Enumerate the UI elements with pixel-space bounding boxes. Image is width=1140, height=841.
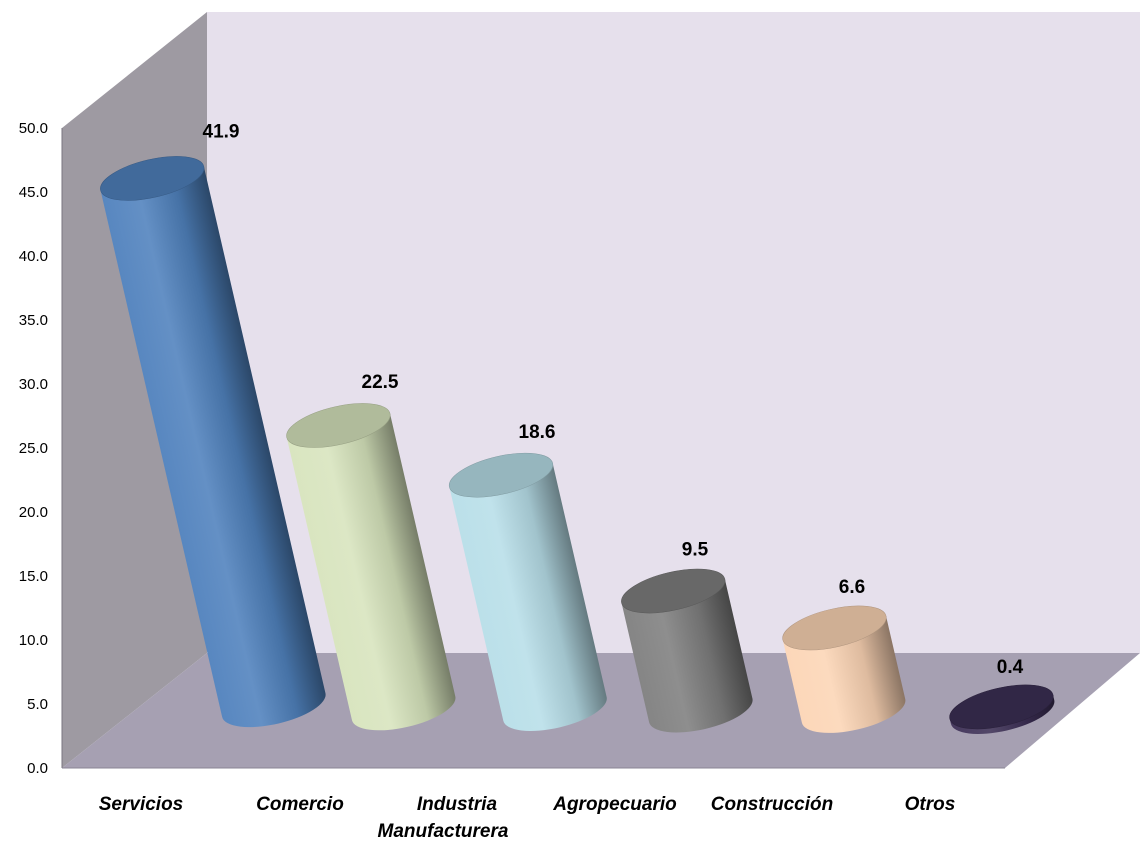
data-label: 41.9: [203, 121, 240, 142]
y-tick-label: 5.0: [27, 696, 48, 713]
y-tick-label: 50.0: [19, 120, 48, 137]
y-tick-label: 10.0: [19, 632, 48, 649]
bar-top: [286, 403, 391, 448]
x-axis: Servicios Comercio Industria Manufacturera A…: [99, 794, 956, 841]
bar-body: [449, 463, 607, 731]
bar-3: [621, 568, 753, 733]
y-tick-label: 40.0: [19, 248, 48, 265]
bar-top: [448, 452, 554, 498]
data-labels: 41.9 22.5 18.6 9.5 6.6 0.4: [203, 121, 1024, 677]
bar-body: [286, 413, 456, 731]
y-tick-label: 30.0: [19, 376, 48, 393]
bar-body: [621, 579, 753, 733]
bar-0: [100, 156, 326, 728]
y-tick-label: 45.0: [19, 184, 48, 201]
bar-4: [782, 605, 906, 733]
x-tick-label: Industria Manufacturera: [378, 794, 509, 841]
x-tick-label: Servicios: [99, 794, 184, 815]
bars: [100, 156, 1055, 734]
data-label: 0.4: [997, 657, 1024, 678]
x-tick-label: Otros: [905, 794, 956, 815]
y-axis: 0.0 5.0 10.0 15.0 20.0 25.0 30.0 35.0 40.0 45.0 50…: [19, 120, 63, 777]
data-label: 6.6: [839, 577, 865, 598]
bar-top: [782, 605, 887, 651]
bar-top: [100, 156, 205, 201]
bar-1: [286, 403, 456, 731]
y-tick-label: 25.0: [19, 440, 48, 457]
data-label: 22.5: [362, 372, 399, 393]
bar-top: [949, 684, 1054, 730]
bar-2: [448, 452, 607, 731]
back-wall: [207, 12, 1140, 653]
x-tick-label: Construcción: [711, 794, 833, 815]
bar-body: [100, 166, 326, 728]
bar-top: [621, 568, 726, 614]
data-label: 9.5: [682, 539, 709, 560]
data-label: 18.6: [519, 422, 556, 443]
y-tick-label: 15.0: [19, 568, 48, 585]
bar-5: [949, 684, 1055, 734]
y-tick-label: 35.0: [19, 312, 48, 329]
x-tick-label: Agropecuario: [552, 794, 677, 815]
x-tick-label: Comercio: [256, 794, 344, 815]
y-tick-label: 20.0: [19, 504, 48, 521]
y-tick-label: 0.0: [27, 760, 48, 777]
